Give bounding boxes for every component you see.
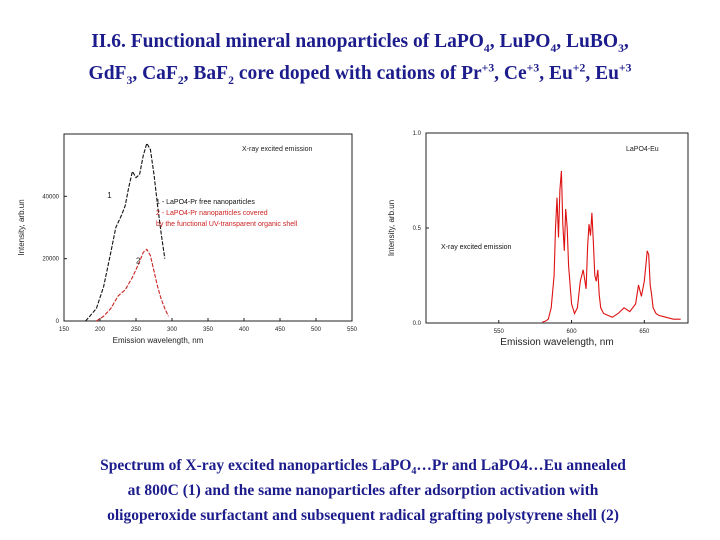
title-separator: , (183, 63, 194, 84)
caption-line-1-sub: 4 (411, 466, 417, 478)
curve-number-label: 2 (136, 256, 141, 265)
title-formula: LuPO (499, 31, 551, 52)
x-tick-label: 150 (59, 327, 70, 333)
legend-entry: 1 - LaPO4-Pr free nanoparticles (156, 199, 255, 206)
legend-entry: X-ray excited emission (441, 244, 512, 251)
x-tick-label: 300 (167, 327, 178, 333)
title-prefix: II.6. Functional mineral nanoparticles o… (91, 31, 435, 52)
y-tick-label: 20000 (42, 257, 59, 263)
y-tick-label: 1.0 (413, 131, 422, 137)
title-formula: BaF (193, 63, 229, 84)
title-formula: Pr (461, 63, 482, 84)
x-tick-label: 550 (494, 329, 505, 335)
title-superscript: +3 (618, 61, 632, 75)
title-formula: CaF (142, 63, 178, 84)
title-separator: , (489, 31, 500, 52)
x-tick-label: 400 (239, 327, 250, 333)
title-subscript: 3 (618, 41, 624, 55)
slide-caption: Spectrum of X-ray excited nanoparticles … (18, 453, 708, 528)
title-separator: core doped with cations of (233, 63, 462, 84)
title-subscript: 2 (228, 73, 234, 87)
legend-entry: 2 - LaPO4-Pr nanoparticles covered (156, 210, 268, 217)
x-tick-label: 550 (347, 327, 358, 333)
x-axis-label: Emission wavelength, nm (113, 336, 204, 345)
title-separator: , (539, 63, 549, 84)
x-tick-label: 450 (275, 327, 286, 333)
x-tick-label: 250 (131, 327, 142, 333)
x-tick-label: 350 (203, 327, 214, 333)
plot-frame (425, 132, 689, 324)
caption-line-1a: Spectrum of X-ray excited nanoparticles … (100, 457, 412, 474)
title-separator: , (585, 63, 596, 84)
chart-title: X-ray excited emission (242, 146, 313, 153)
series-line-1 (85, 141, 166, 322)
title-formula: Eu (548, 63, 573, 84)
title-separator: , (623, 31, 629, 52)
title-superscript: +2 (572, 61, 586, 75)
series-line-lapo4-eu (542, 170, 681, 323)
x-tick-label: 500 (311, 327, 322, 333)
y-axis-label: Intensity, arb.un (387, 200, 396, 256)
y-tick-label: 0.5 (413, 226, 422, 232)
legend-entry: by the functional UV-transparent organic… (156, 221, 298, 228)
title-formula: Eu (595, 63, 619, 84)
caption-line-2: at 800C (1) and the same nanoparticles a… (127, 482, 599, 499)
chart-title: LaPO4-Eu (626, 146, 659, 153)
x-tick-label: 600 (567, 329, 578, 335)
title-formula: Ce (503, 63, 527, 84)
title-superscript: +3 (526, 61, 540, 75)
title-subscript: 4 (550, 41, 557, 55)
y-tick-label: 0 (56, 319, 60, 325)
title-subscript: 3 (126, 73, 133, 87)
y-tick-label: 0.0 (413, 321, 422, 327)
title-formula: LaPO (434, 31, 484, 52)
slide-title: II.6. Functional mineral nanoparticles o… (0, 26, 720, 90)
x-axis-label: Emission wavelength, nm (500, 337, 613, 348)
chart-2-eu-emission: 550 600 650 0.0 0.5 1.0 Emission wavelength, n… (387, 131, 689, 348)
y-axis-label: Intensity, arb.un (17, 199, 26, 255)
x-tick-label: 650 (639, 329, 650, 335)
caption-line-1b: …Pr and LaPO4…Eu annealed (416, 457, 626, 474)
series-line-2 (96, 248, 169, 322)
x-tick-label: 200 (95, 327, 106, 333)
title-formula: GdF (88, 63, 127, 84)
title-separator: , (494, 63, 504, 84)
title-formula: LuBO (566, 31, 619, 52)
title-subscript: 4 (483, 41, 490, 55)
curve-number-label: 1 (107, 191, 112, 200)
title-superscript: +3 (481, 61, 495, 75)
title-subscript: 2 (177, 73, 184, 87)
caption-line-3: oligoperoxide surfactant and subsequent … (107, 507, 619, 524)
chart-1-pr-emission: 150 200 250 300 350 400 450 500 550 0 20000 40000 Em… (17, 133, 358, 345)
y-tick-label: 40000 (42, 194, 59, 200)
title-separator: , (556, 31, 567, 52)
title-separator: , (132, 63, 143, 84)
